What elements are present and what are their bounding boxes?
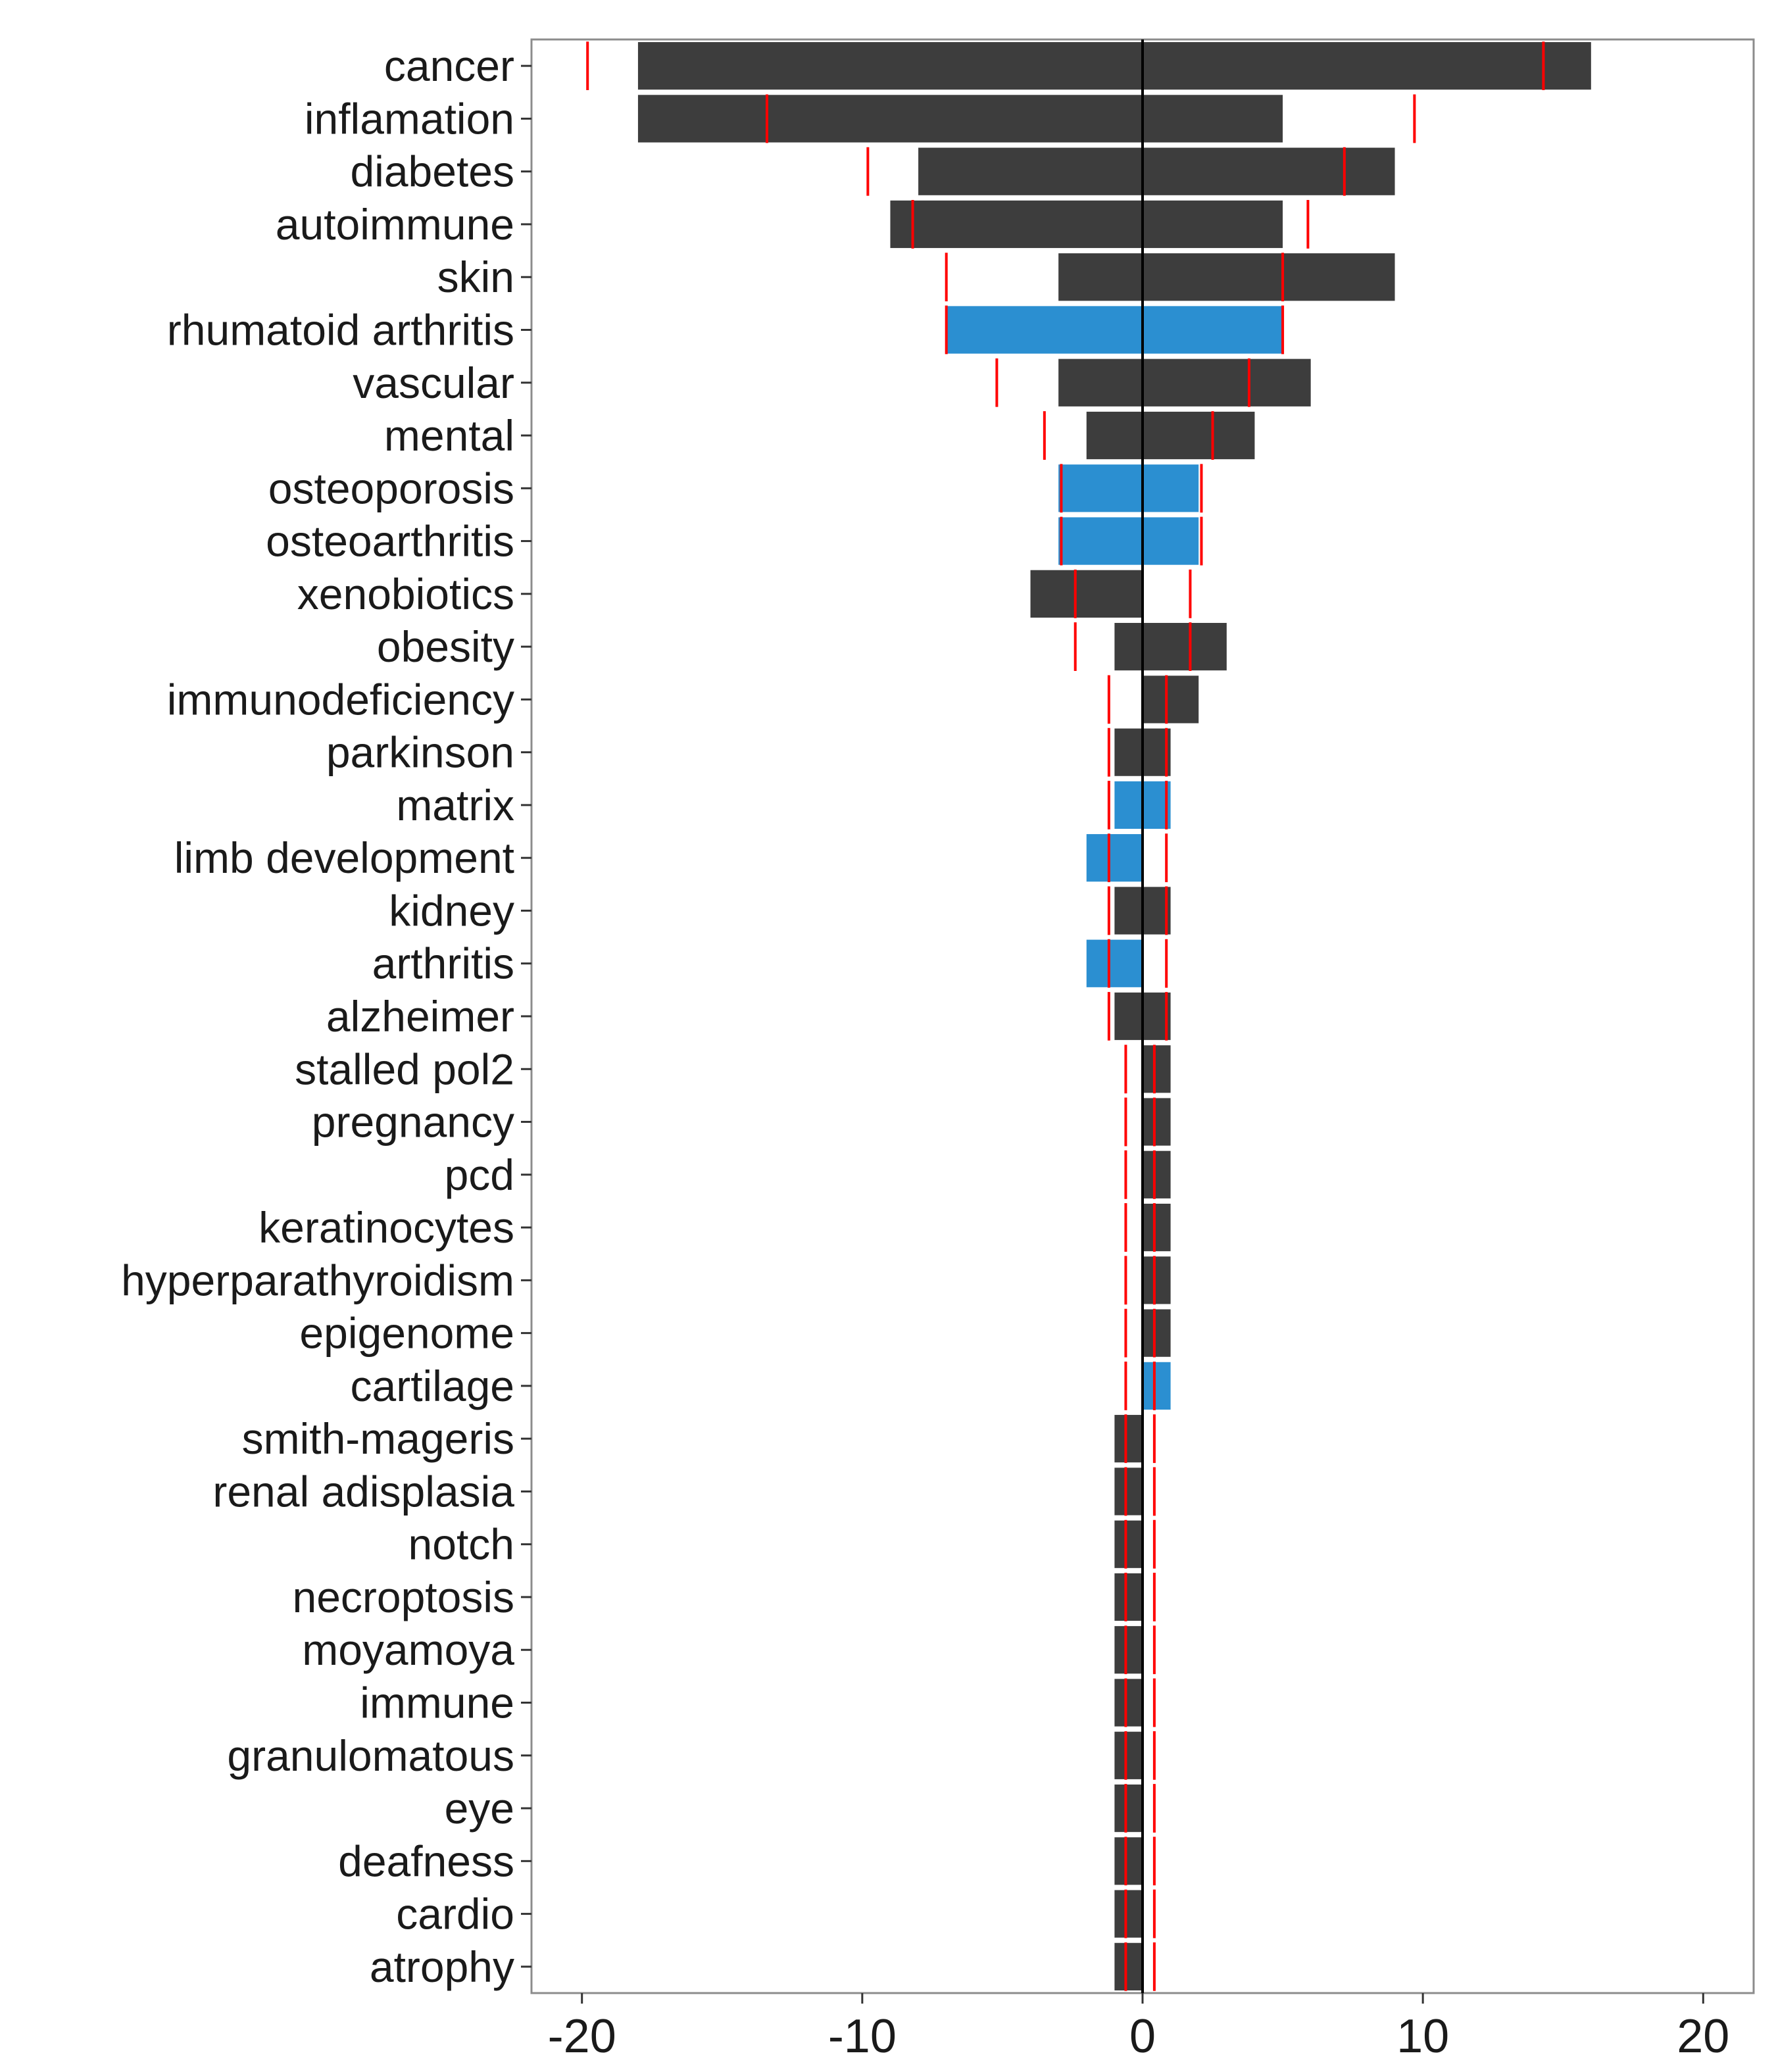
category-label-vascular: vascular [353,358,514,407]
bar-neg-osteoarthritis [1058,517,1143,565]
x-tick-label-4: 20 [1677,2010,1729,2063]
category-label-parkinson: parkinson [326,728,514,777]
bar-pos-pcd [1143,1150,1171,1198]
category-label-xenobiotics: xenobiotics [297,570,514,618]
bar-neg-diabetes [918,147,1143,195]
category-label-hyperparathyroidism: hyperparathyroidism [121,1256,514,1304]
bar-neg-immune [1114,1679,1143,1727]
bar-neg-rhumatoid-arthritis [946,306,1143,354]
bar-neg-notch [1114,1520,1143,1568]
bar-pos-stalled-pol2 [1143,1045,1171,1093]
category-label-deafness: deafness [338,1837,514,1885]
bar-pos-diabetes [1143,147,1395,195]
bar-neg-arthritis [1086,939,1143,987]
bar-neg-osteoporosis [1058,464,1143,512]
category-label-rhumatoid-arthritis: rhumatoid arthritis [167,305,514,354]
bar-neg-cardio [1114,1890,1143,1938]
bar-pos-vascular [1143,358,1311,407]
category-label-mental: mental [384,411,514,460]
bar-neg-renal-adisplasia [1114,1468,1143,1516]
category-label-atrophy: atrophy [370,1942,514,1991]
bar-pos-inflamation [1143,95,1283,143]
bar-pos-obesity [1143,622,1227,671]
bar-neg-eye [1114,1784,1143,1833]
bar-pos-keratinocytes [1143,1203,1171,1252]
bar-neg-limb-development [1086,834,1143,882]
bar-neg-moyamoya [1114,1626,1143,1674]
category-label-inflamation: inflamation [305,94,514,143]
bar-neg-inflamation [637,95,1143,143]
bar-neg-granulomatous [1114,1731,1143,1779]
bar-pos-autoimmune [1143,200,1283,249]
bar-pos-osteoarthritis [1143,517,1199,565]
category-label-limb-development: limb development [174,833,514,882]
x-tick-label-0: -20 [548,2010,616,2063]
category-label-alzheimer: alzheimer [326,992,514,1041]
bar-neg-kidney [1114,887,1143,935]
bar-pos-epigenome [1143,1309,1171,1357]
bar-neg-deafness [1114,1837,1143,1885]
bar-neg-matrix [1114,781,1143,829]
category-label-obesity: obesity [377,622,514,671]
category-label-autoimmune: autoimmune [276,200,514,249]
bar-pos-osteoporosis [1143,464,1199,512]
category-label-smith-mageris: smith-mageris [242,1414,514,1463]
bar-pos-skin [1143,253,1395,301]
bar-neg-smith-mageris [1114,1415,1143,1463]
category-label-cancer: cancer [384,41,514,90]
category-label-arthritis: arthritis [372,939,514,988]
category-label-granulomatous: granulomatous [227,1731,514,1780]
category-label-pregnancy: pregnancy [312,1098,514,1147]
category-label-renal-adisplasia: renal adisplasia [212,1467,514,1516]
bar-pos-pregnancy [1143,1098,1171,1146]
x-tick-label-2: 0 [1129,2010,1156,2063]
category-label-notch: notch [408,1520,514,1569]
category-label-stalled-pol2: stalled pol2 [295,1045,514,1093]
category-label-immune: immune [360,1679,514,1727]
category-label-necroptosis: necroptosis [292,1573,514,1621]
bar-pos-cartilage [1143,1362,1171,1410]
category-label-diabetes: diabetes [350,147,514,196]
category-label-matrix: matrix [396,781,514,829]
bar-pos-cancer [1143,42,1591,90]
bar-neg-mental [1086,411,1143,460]
category-label-cardio: cardio [396,1890,514,1938]
category-label-eye: eye [445,1784,514,1833]
x-tick-label-3: 10 [1396,2010,1449,2063]
bar-neg-atrophy [1114,1942,1143,1990]
category-label-pcd: pcd [445,1150,514,1199]
x-tick-label-1: -10 [828,2010,897,2063]
bar-neg-cancer [637,42,1143,90]
bar-pos-hyperparathyroidism [1143,1256,1171,1304]
category-label-kidney: kidney [389,886,514,935]
bar-pos-rhumatoid-arthritis [1143,306,1283,354]
bar-neg-parkinson [1114,728,1143,776]
bar-neg-obesity [1114,622,1143,671]
bar-pos-mental [1143,411,1255,460]
bar-neg-skin [1058,253,1143,301]
category-label-immunodeficiency: immunodeficiency [167,675,514,724]
category-label-skin: skin [437,253,514,301]
category-label-cartilage: cartilage [351,1362,514,1410]
bar-neg-necroptosis [1114,1573,1143,1621]
bar-neg-xenobiotics [1030,570,1143,618]
bar-neg-vascular [1058,358,1143,407]
category-label-moyamoya: moyamoya [302,1625,514,1674]
bar-neg-autoimmune [890,200,1143,249]
category-label-osteoporosis: osteoporosis [268,464,514,512]
bar-neg-alzheimer [1114,992,1143,1041]
bar-pos-immunodeficiency [1143,676,1199,724]
category-label-epigenome: epigenome [299,1309,514,1358]
category-label-osteoarthritis: osteoarthritis [266,517,514,566]
category-label-keratinocytes: keratinocytes [259,1203,514,1252]
